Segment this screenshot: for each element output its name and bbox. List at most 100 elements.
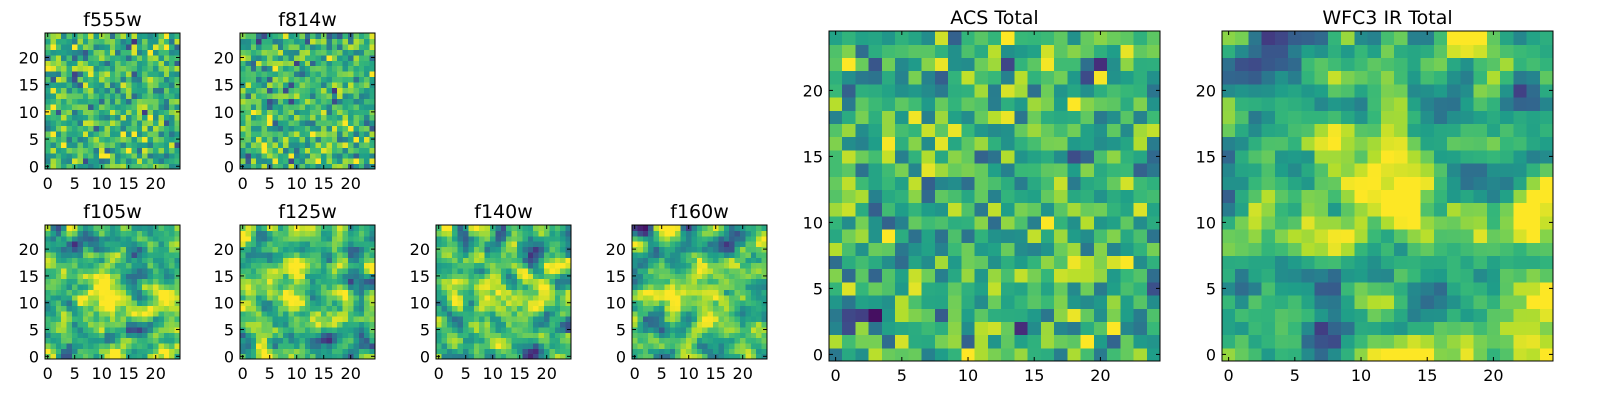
- x-tick-label: 0: [43, 174, 53, 193]
- heatmap-cell: [142, 235, 149, 242]
- heatmap-cell: [1433, 229, 1448, 243]
- heatmap-cell: [283, 332, 290, 339]
- heatmap-cell: [169, 278, 176, 285]
- heatmap-cell: [158, 348, 165, 355]
- heatmap-cell: [718, 283, 725, 290]
- heatmap-cell: [436, 316, 442, 323]
- heatmap-cell: [511, 310, 518, 317]
- heatmap-cell: [169, 76, 176, 83]
- heatmap-cell: [934, 176, 949, 190]
- heatmap-cell: [174, 321, 181, 328]
- heatmap-cell: [256, 65, 263, 72]
- heatmap-cell: [342, 337, 349, 344]
- heatmap-cell: [136, 33, 143, 40]
- heatmap-cell: [82, 125, 89, 132]
- heatmap-cell: [283, 147, 290, 154]
- heatmap-cell: [484, 278, 491, 285]
- heatmap-cell: [288, 147, 295, 154]
- heatmap-cell: [538, 225, 545, 231]
- heatmap-cell: [1054, 31, 1068, 45]
- heatmap-cell: [1093, 57, 1108, 72]
- heatmap-cell: [104, 103, 111, 110]
- heatmap-cell: [288, 278, 295, 285]
- heatmap-cell: [245, 71, 252, 78]
- heatmap-cell: [50, 310, 57, 317]
- heatmap-cell: [1274, 189, 1289, 204]
- heatmap-cell: [158, 267, 165, 274]
- heatmap-cell: [452, 348, 459, 355]
- heatmap-cell: [72, 87, 78, 94]
- heatmap-cell: [240, 103, 246, 110]
- heatmap-cell: [881, 123, 896, 138]
- heatmap-cell: [881, 308, 896, 322]
- heatmap-cell: [109, 43, 116, 50]
- heatmap-cell: [174, 235, 181, 242]
- heatmap-cell: [868, 189, 883, 204]
- heatmap-cell: [364, 300, 371, 306]
- heatmap-cell: [468, 353, 475, 360]
- heatmap-cell: [163, 130, 170, 137]
- heatmap-cell: [61, 246, 68, 253]
- heatmap-cell: [240, 257, 246, 264]
- heatmap-cell: [136, 225, 143, 231]
- heatmap-cell: [468, 332, 475, 339]
- heatmap-cell: [250, 71, 257, 78]
- heatmap-cell: [310, 267, 317, 274]
- heatmap-cell: [163, 300, 170, 306]
- heatmap-cell: [1394, 189, 1408, 204]
- heatmap-cell: [331, 92, 338, 99]
- heatmap-cell: [702, 342, 709, 349]
- heatmap-cell: [653, 332, 660, 339]
- heatmap-cell: [120, 353, 127, 360]
- heatmap-cell: [1014, 163, 1029, 177]
- heatmap-cell: [169, 54, 176, 61]
- heatmap-cell: [55, 326, 62, 333]
- heatmap-cell: [1447, 268, 1461, 283]
- heatmap-cell: [169, 120, 176, 127]
- heatmap-cell: [533, 321, 540, 328]
- heatmap-cell: [261, 49, 268, 56]
- heatmap-cell: [1274, 215, 1289, 230]
- heatmap-cell: [131, 310, 138, 317]
- y-tick-label: 10: [410, 294, 430, 313]
- heatmap-cell: [895, 321, 910, 336]
- heatmap-cell: [669, 278, 676, 285]
- heatmap-cell: [66, 38, 73, 45]
- heatmap-cell: [304, 332, 311, 339]
- heatmap-cell: [66, 278, 73, 285]
- heatmap-cell: [337, 120, 344, 127]
- heatmap-cell: [304, 141, 311, 148]
- heatmap-cell: [250, 257, 257, 264]
- heatmap-cell: [680, 262, 687, 269]
- heatmap-cell: [522, 310, 529, 317]
- y-tick-label: 15: [19, 267, 39, 286]
- heatmap-cell: [868, 110, 883, 124]
- heatmap-cell: [153, 92, 159, 99]
- heatmap-cell: [1248, 215, 1263, 230]
- heatmap-cell: [642, 241, 649, 248]
- heatmap-cell: [533, 300, 540, 306]
- heatmap-cell: [72, 310, 78, 317]
- heatmap-cell: [506, 310, 513, 317]
- heatmap-cell: [987, 281, 1002, 296]
- heatmap-cell: [934, 136, 949, 151]
- heatmap-cell: [522, 342, 529, 349]
- heatmap-cell: [961, 229, 976, 243]
- heatmap-cell: [272, 246, 279, 253]
- heatmap-cell: [261, 147, 268, 154]
- heatmap-cell: [147, 54, 154, 61]
- heatmap-cell: [686, 326, 692, 333]
- heatmap-cell: [353, 300, 360, 306]
- heatmap-cell: [1513, 255, 1528, 270]
- heatmap-cell: [331, 294, 338, 301]
- heatmap-cell: [868, 136, 883, 151]
- y-tick-label: 15: [214, 76, 234, 95]
- heatmap-cell: [1001, 334, 1015, 349]
- heatmap-cell: [452, 305, 459, 312]
- heatmap-cell: [1354, 202, 1369, 217]
- heatmap-cell: [174, 310, 181, 317]
- heatmap-cell: [921, 295, 936, 309]
- heatmap-cell: [294, 38, 300, 45]
- heatmap-cell: [104, 136, 111, 143]
- heatmap-cell: [283, 54, 290, 61]
